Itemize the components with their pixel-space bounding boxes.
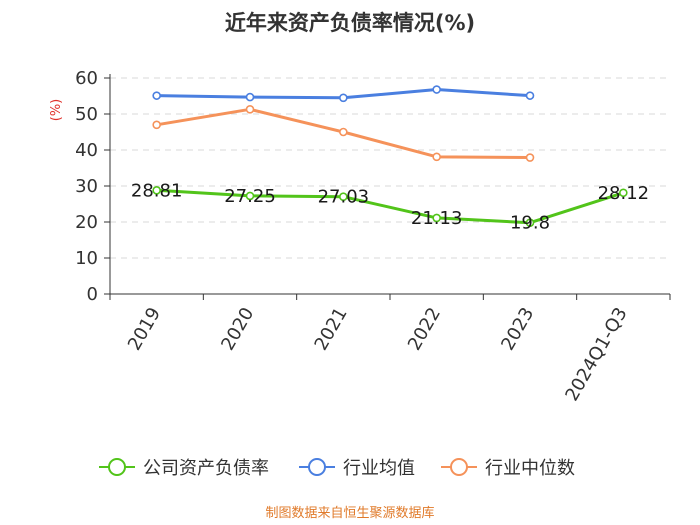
y-tick-label: 20 [75, 212, 98, 233]
data-point [525, 218, 535, 228]
data-point [525, 91, 535, 100]
data-labels: 28.81 27.25 27.03 21.13 19.8 28.12 [131, 180, 649, 233]
source-note: 制图数据来自恒生聚源数据库 [265, 505, 434, 521]
data-label: 28.12 [598, 183, 650, 204]
x-tick-label: 2020 [217, 304, 258, 354]
series-line [156, 188, 624, 225]
data-point [619, 188, 628, 198]
x-tick-label: 2024Q1-Q3 [561, 304, 631, 405]
data-point [432, 85, 441, 94]
legend-swatch-marker [450, 458, 468, 476]
data-point [339, 192, 348, 201]
x-tick-label: 2022 [404, 304, 445, 354]
legend-swatch-marker [308, 458, 326, 476]
y-tick-label: 10 [75, 248, 98, 269]
legend-label: 行业均值 [343, 458, 415, 479]
y-tick-label: 0 [87, 284, 98, 305]
y-axis-unit: (%) [49, 99, 64, 122]
y-tick-label: 60 [75, 68, 98, 89]
data-point [245, 92, 255, 102]
data-label: 27.03 [318, 187, 370, 208]
data-point [525, 153, 535, 162]
legend-swatch-marker [108, 458, 126, 476]
data-label: 21.13 [411, 208, 463, 229]
data-point [339, 127, 348, 137]
data-point [152, 120, 161, 130]
legend-label: 行业中位数 [485, 458, 575, 479]
data-point [152, 185, 161, 195]
legend: 公司资产负债率 行业均值 行业中位数 [99, 458, 575, 479]
y-tick-label: 40 [75, 140, 98, 161]
x-tick-label: 2023 [497, 304, 538, 354]
data-point [245, 191, 255, 201]
data-point [432, 213, 441, 223]
legend-label: 公司资产负债率 [143, 458, 269, 479]
x-tick-label: 2021 [311, 304, 352, 354]
x-tick-label: 2019 [124, 304, 165, 354]
data-label: 27.25 [224, 186, 276, 207]
grid-lines [110, 77, 670, 259]
y-tick-label: 30 [75, 176, 98, 197]
data-point [152, 91, 161, 100]
chart-title: 近年来资产负债率情况(%) [225, 11, 475, 35]
data-point [432, 152, 441, 162]
series-lines [152, 85, 628, 228]
axes: 0 10 20 30 40 50 60 2019 2020 2021 2022 2023 2024Q1-… [75, 68, 671, 405]
data-label: 19.8 [510, 213, 550, 234]
data-point [245, 105, 255, 114]
data-label: 28.81 [131, 180, 183, 201]
y-tick-label: 50 [75, 104, 98, 125]
data-point [339, 93, 348, 103]
